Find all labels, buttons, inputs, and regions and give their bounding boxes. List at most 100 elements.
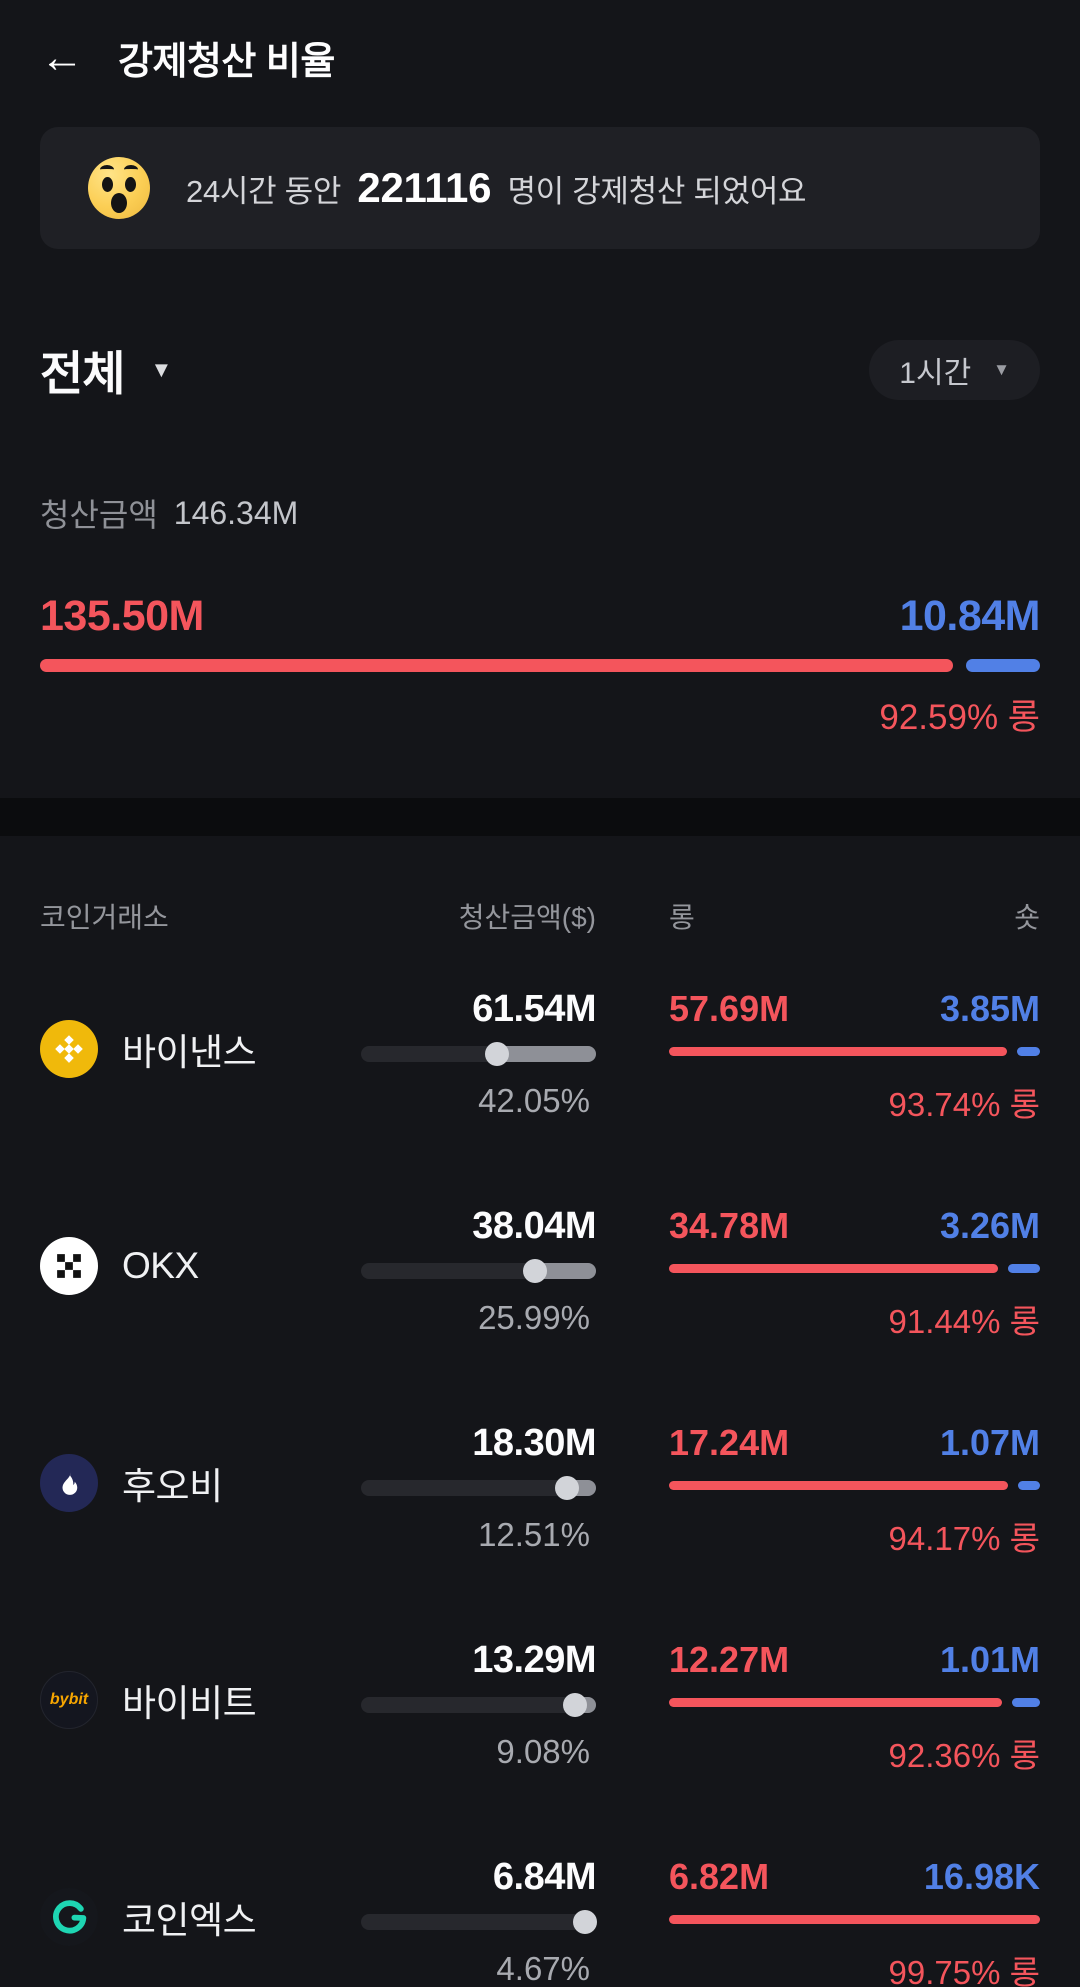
share-progress-track (361, 1693, 596, 1717)
back-arrow-icon[interactable]: ← (40, 32, 84, 82)
share-progress-knob (522, 1259, 547, 1283)
header-long-short: 롱 숏 (669, 896, 1040, 936)
summary-long-value: 135.50M (40, 592, 204, 640)
short-bar-segment (1008, 1263, 1040, 1273)
long-percent: 93.74% 롱 (888, 1086, 1040, 1123)
page-title: 강제청산 비율 (118, 41, 335, 83)
exchange-row: bybit 바이비트 13.29M 9.08% 12.27M 1.01M 92.… (40, 1639, 1040, 1789)
share-percent: 25.99% (478, 1299, 590, 1336)
filter-row: 전체 ▼ 1시간 ▼ (0, 335, 1080, 404)
header-short: 숏 (1014, 902, 1040, 933)
short-value: 3.85M (939, 988, 1040, 1029)
header-amount: 청산금액($) (458, 902, 596, 933)
liquidation-amount: 61.54M (472, 988, 596, 1030)
banner-text: 24시간 동안 221116 명이 강제청산 되었어요 (186, 164, 807, 212)
short-value: 1.07M (939, 1422, 1040, 1463)
long-value: 57.69M (669, 988, 790, 1029)
liquidated-count: 221116 (357, 164, 492, 211)
liquidation-amount: 38.04M (472, 1205, 596, 1247)
long-short-bar (669, 1263, 1040, 1273)
long-value: 34.78M (669, 1205, 790, 1246)
liquidation-amount: 18.30M (472, 1422, 596, 1464)
share-progress-fill (497, 1046, 596, 1062)
share-percent: 4.67% (496, 1950, 590, 1987)
long-bar-segment (669, 1697, 1002, 1707)
exchange-identity: 바이낸스 (40, 1020, 361, 1078)
long-bar-segment (669, 1480, 1009, 1490)
chevron-down-icon: ▼ (993, 359, 1010, 379)
exchange-name: 코인엑스 (122, 1900, 257, 1941)
exchange-row: 코인엑스 6.84M 4.67% 6.82M 16.98K 99.75% 롱 (40, 1856, 1040, 1987)
long-short-block: 57.69M 3.85M 93.74% 롱 (669, 988, 1040, 1138)
exchange-row: 바이낸스 61.54M 42.05% 57.69M 3.85M 93.74% 롱 (40, 988, 1040, 1138)
header-long: 롱 (669, 902, 695, 933)
exchange-row: OKX 38.04M 25.99% 34.78M 3.26M 91.44% 롱 (40, 1205, 1040, 1355)
short-bar-segment (1016, 1046, 1040, 1056)
short-value: 3.26M (939, 1205, 1040, 1246)
liquidation-amount: 13.29M (472, 1639, 596, 1681)
header-exchange: 코인거래소 (40, 902, 169, 933)
long-percent: 99.75% 롱 (888, 1954, 1040, 1987)
long-short-block: 34.78M 3.26M 91.44% 롱 (669, 1205, 1040, 1355)
okx-logo-icon (40, 1237, 98, 1295)
exchange-identity: 후오비 (40, 1454, 361, 1512)
long-short-block: 6.82M 16.98K 99.75% 롱 (669, 1856, 1040, 1987)
exchange-name: 바이비트 (122, 1683, 257, 1724)
long-bar-segment (669, 1263, 999, 1273)
long-short-block: 17.24M 1.07M 94.17% 롱 (669, 1422, 1040, 1572)
long-value: 6.82M (669, 1856, 770, 1897)
share-progress-fill (534, 1263, 596, 1279)
amount-cell-block: 38.04M 25.99% (361, 1205, 596, 1355)
period-dropdown-label: 1시간 (899, 356, 972, 390)
liquidation-count-banner: 24시간 동안 221116 명이 강제청산 되었어요 (40, 127, 1040, 249)
table-header: 코인거래소 청산금액($) 롱 숏 (0, 896, 1080, 936)
share-progress-track (361, 1476, 596, 1500)
short-value: 16.98K (923, 1856, 1040, 1897)
huobi-logo-icon (40, 1454, 98, 1512)
exchange-row: 후오비 18.30M 12.51% 17.24M 1.07M 94.17% 롱 (40, 1422, 1040, 1572)
short-bar-segment (1018, 1480, 1040, 1490)
amount-cell-block: 6.84M 4.67% (361, 1856, 598, 1987)
long-short-bar (669, 1480, 1040, 1490)
exchange-identity: 코인엑스 (40, 1888, 361, 1946)
amount-cell-block: 18.30M 12.51% (361, 1422, 596, 1572)
chevron-down-icon: ▼ (150, 356, 173, 382)
summary-long-short-values: 135.50M 10.84M (0, 592, 1080, 641)
long-bar-segment (669, 1046, 1007, 1056)
long-short-block: 12.27M 1.01M 92.36% 롱 (669, 1639, 1040, 1789)
share-percent: 42.05% (478, 1082, 590, 1119)
long-bar-segment (669, 1914, 1040, 1924)
banner-text-prefix: 24시간 동안 (186, 174, 342, 209)
total-liquidation-row: 청산금액 146.34M (0, 490, 1080, 536)
bybit-logo-icon: bybit (40, 1671, 98, 1729)
amount-cell-block: 61.54M 42.05% (361, 988, 596, 1138)
summary-long-percent: 92.59% 롱 (879, 698, 1040, 737)
share-progress-knob (562, 1693, 587, 1717)
share-percent: 12.51% (478, 1516, 590, 1553)
summary-short-value: 10.84M (899, 592, 1041, 640)
long-short-bar (669, 1914, 1040, 1924)
long-value: 17.24M (669, 1422, 790, 1463)
coinex-logo-icon (40, 1888, 98, 1946)
total-liquidation-value: 146.34M (173, 494, 299, 531)
market-dropdown-label: 전체 (40, 347, 125, 400)
short-bar-segment (1011, 1697, 1040, 1707)
summary-long-short-bar (0, 659, 1080, 672)
liquidation-amount: 6.84M (492, 1856, 597, 1898)
share-percent: 9.08% (496, 1733, 590, 1770)
exchange-name: 후오비 (122, 1466, 223, 1507)
share-progress-track (361, 1910, 598, 1934)
exchange-rows: 바이낸스 61.54M 42.05% 57.69M 3.85M 93.74% 롱 (0, 988, 1080, 1987)
share-progress-knob (573, 1910, 598, 1934)
market-dropdown[interactable]: 전체 ▼ (40, 335, 172, 404)
amount-cell-block: 13.29M 9.08% (361, 1639, 596, 1789)
banner-text-suffix: 명이 강제청산 되었어요 (507, 174, 807, 209)
share-progress-track (361, 1042, 596, 1066)
long-value: 12.27M (669, 1639, 790, 1680)
short-value: 1.01M (939, 1639, 1040, 1680)
app-bar: ← 강제청산 비율 (0, 0, 1080, 85)
exchange-identity: bybit 바이비트 (40, 1671, 361, 1729)
period-dropdown[interactable]: 1시간 ▼ (869, 339, 1040, 400)
long-percent: 92.36% 롱 (888, 1737, 1040, 1774)
